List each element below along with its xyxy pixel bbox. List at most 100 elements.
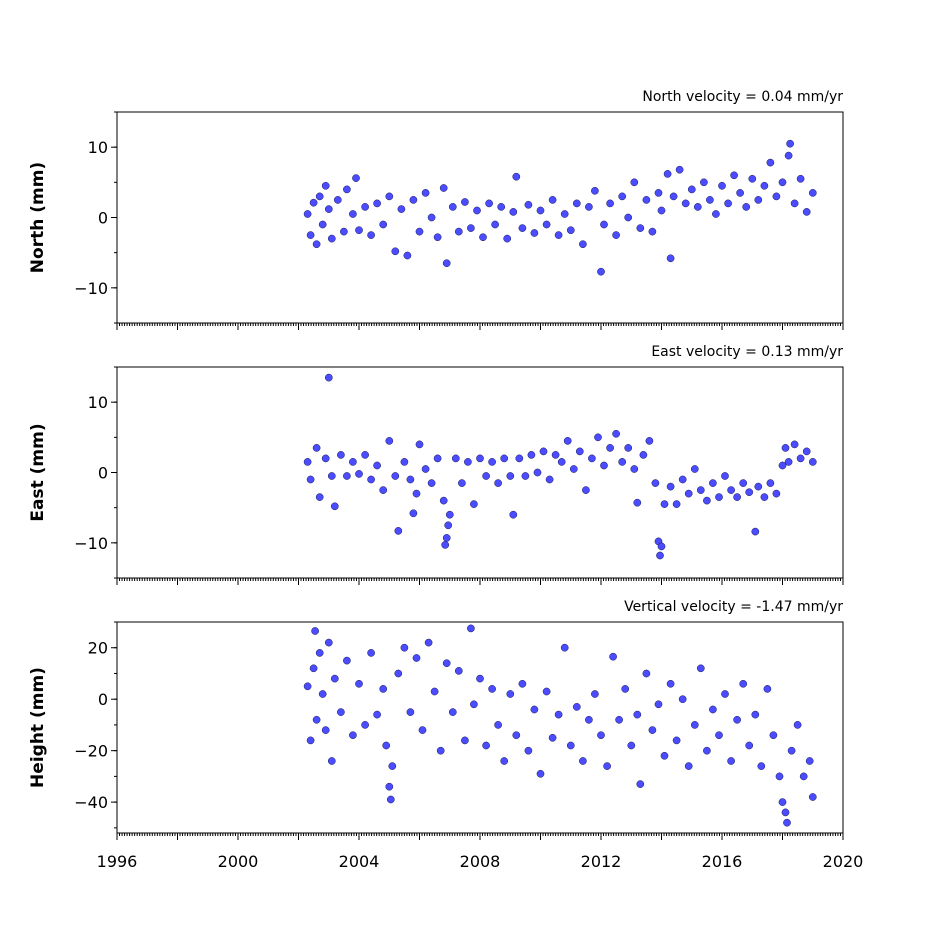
north-point-30 [448,203,457,211]
height-point-22 [388,762,397,770]
east-point-59 [612,429,620,438]
east-point-50 [557,458,566,466]
height-point-15 [361,721,369,729]
east-point-4 [321,454,330,463]
height-point-91 [787,746,796,755]
north-point-63 [642,196,651,204]
height-point-50 [554,710,563,719]
north-point-20 [391,247,400,256]
north-point-39 [503,234,512,243]
height-y-ticks: 20 0 −20 −40 [74,621,117,829]
height-point-58 [603,762,611,770]
north-point-17 [373,199,381,208]
height-point-75 [703,746,711,755]
north-point-23 [409,196,418,204]
north-point-71 [681,199,690,208]
east-point-46 [533,468,542,477]
height-point-20 [385,782,394,791]
east-point-43 [515,454,524,463]
north-point-72 [687,185,696,194]
height-point-8 [324,638,333,647]
north-point-12 [349,210,357,218]
height-point-87 [775,772,784,781]
east-point-6 [327,472,336,480]
east-point-32 [451,454,460,463]
north-point-31 [454,227,463,236]
north-point-88 [784,151,793,160]
height-point-72 [684,762,693,770]
height-point-56 [591,690,599,698]
east-point-1 [306,475,315,484]
height-point-1 [306,736,315,745]
north-points [303,139,817,276]
north-point-46 [542,220,551,229]
east-point-94 [796,454,805,463]
east-point-52 [569,465,578,473]
east-point-95 [802,447,811,456]
north-point-66 [657,206,666,215]
north-point-85 [766,158,775,167]
north-point-56 [600,220,608,229]
east-point-34 [464,458,472,466]
east-point-35 [470,500,478,508]
height-point-55 [585,715,593,724]
east-point-55 [588,454,596,463]
height-point-23 [394,669,403,678]
height-point-81 [739,679,748,688]
height-point-42 [506,690,515,698]
height-point-43 [512,731,521,740]
north-point-7 [324,205,333,213]
height-point-35 [467,624,475,633]
height-point-25 [406,708,415,716]
height-point-74 [696,664,705,673]
height-x-tick-label-2: 2000 [218,852,259,871]
north-point-38 [497,203,506,211]
east-point-0 [303,458,312,466]
north-velocity-title: North velocity = 0.04 mm/yr [642,89,843,105]
east-point-57 [600,461,608,470]
east-point-42 [509,510,518,519]
north-panel: North velocity = 0.04 mm/yr North (mm) 10 0… [28,89,844,330]
height-point-16 [367,649,375,657]
east-point-93 [790,440,799,449]
east-point-12 [361,451,369,459]
height-x-tick-label-4: 2004 [339,852,380,871]
north-point-92 [802,208,811,216]
east-point-15 [379,486,388,494]
height-point-29 [430,687,439,696]
height-points [303,624,817,827]
north-point-61 [630,178,639,187]
height-point-76 [709,705,717,714]
height-velocity-title: Vertical velocity = -1.47 mm/yr [624,599,843,615]
height-point-59 [609,652,617,661]
east-point-87 [760,493,769,501]
east-point-19 [400,458,409,466]
east-x-ticks [116,578,844,585]
east-point-65 [645,437,654,445]
east-point-91 [781,444,790,452]
east-point-29 [442,534,451,542]
height-point-57 [597,731,605,740]
north-point-89 [786,139,794,148]
height-point-47 [536,769,545,778]
east-point-41 [506,472,515,480]
east-point-80 [721,472,729,480]
north-x-ticks [116,323,844,330]
height-point-94 [805,757,814,765]
north-point-41 [512,172,521,181]
height-point-86 [769,731,778,740]
height-point-6 [318,690,327,698]
height-panel: Vertical velocity = -1.47 mm/yr Height (m… [28,599,863,871]
north-point-75 [706,196,714,204]
north-point-1 [306,231,315,239]
height-y-tick-label-1: 0 [98,690,108,709]
east-y-tick-label-1: 0 [98,464,108,483]
north-point-5 [318,220,327,229]
height-point-11 [337,708,345,716]
east-point-25 [427,479,436,487]
height-point-69 [666,679,675,688]
height-point-54 [579,757,587,765]
height-point-48 [542,687,551,696]
north-point-62 [636,224,645,232]
height-point-68 [660,751,669,760]
